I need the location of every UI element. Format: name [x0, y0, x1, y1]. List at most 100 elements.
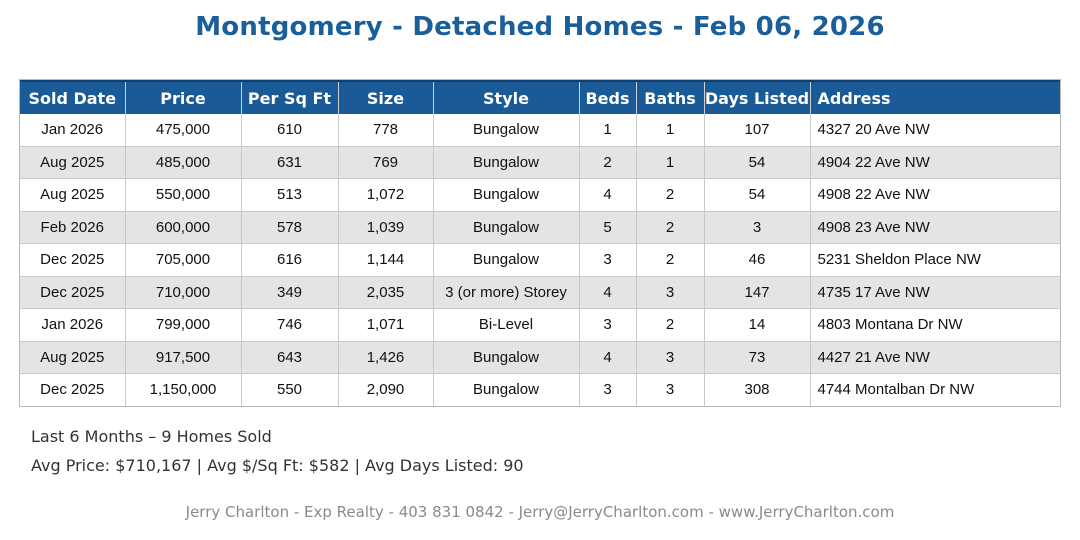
per-sq-ft-cell: 616 [241, 243, 339, 277]
size-cell: 1,426 [338, 341, 434, 374]
per-sq-ft-cell: 746 [241, 308, 339, 342]
address-cell: 4904 22 Ave NW [810, 146, 1060, 179]
sold-date-cell: Dec 2025 [20, 276, 126, 309]
size-cell: 2,090 [338, 373, 434, 406]
style-cell: 3 (or more) Storey [433, 276, 580, 309]
size-cell: 1,039 [338, 211, 434, 244]
address-cell: 4908 22 Ave NW [810, 178, 1060, 212]
baths-cell: 3 [636, 276, 705, 309]
style-cell: Bungalow [433, 243, 580, 277]
baths-cell: 1 [636, 114, 705, 147]
table-row: Dec 2025 710,000 349 2,035 3 (or more) Store… [20, 276, 1060, 309]
style-cell: Bungalow [433, 341, 580, 374]
address-cell: 4427 21 Ave NW [810, 341, 1060, 374]
address-cell: 4744 Montalban Dr NW [810, 373, 1060, 406]
column-header-per-sq-ft: Per Sq Ft [241, 80, 339, 114]
baths-cell: 3 [636, 341, 705, 374]
price-cell: 550,000 [125, 178, 242, 212]
size-cell: 778 [338, 114, 434, 147]
per-sq-ft-cell: 643 [241, 341, 339, 374]
table-row: Aug 2025 485,000 631 769 Bungalow 2 1 54 4904 22… [20, 146, 1060, 179]
size-cell: 769 [338, 146, 434, 179]
days-listed-cell: 308 [704, 373, 811, 406]
beds-cell: 2 [579, 146, 637, 179]
summary-homes-sold: Last 6 Months – 9 Homes Sold [31, 427, 272, 446]
price-cell: 710,000 [125, 276, 242, 309]
per-sq-ft-cell: 631 [241, 146, 339, 179]
price-cell: 1,150,000 [125, 373, 242, 406]
beds-cell: 4 [579, 341, 637, 374]
address-cell: 4735 17 Ave NW [810, 276, 1060, 309]
address-cell: 4803 Montana Dr NW [810, 308, 1060, 342]
sales-table-container: Sold Date Price Per Sq Ft Size Style Bed… [19, 79, 1061, 407]
table-body: Jan 2026 475,000 610 778 Bungalow 1 1 107 4327 2… [20, 114, 1060, 406]
sold-date-cell: Aug 2025 [20, 146, 126, 179]
contact-footer: Jerry Charlton - Exp Realty - 403 831 08… [185, 503, 895, 521]
per-sq-ft-cell: 349 [241, 276, 339, 309]
page-title: Montgomery - Detached Homes - Feb 06, 20… [195, 12, 885, 42]
style-cell: Bungalow [433, 211, 580, 244]
per-sq-ft-cell: 550 [241, 373, 339, 406]
size-cell: 2,035 [338, 276, 434, 309]
table-row: Aug 2025 550,000 513 1,072 Bungalow 4 2 54 4908 … [20, 178, 1060, 212]
style-cell: Bungalow [433, 373, 580, 406]
beds-cell: 3 [579, 243, 637, 277]
sold-date-cell: Jan 2026 [20, 114, 126, 147]
style-cell: Bungalow [433, 178, 580, 212]
table-row: Jan 2026 475,000 610 778 Bungalow 1 1 107 4327 2… [20, 114, 1060, 147]
sold-date-cell: Dec 2025 [20, 243, 126, 277]
beds-cell: 4 [579, 178, 637, 212]
days-listed-cell: 14 [704, 308, 811, 342]
sold-date-cell: Dec 2025 [20, 373, 126, 406]
per-sq-ft-cell: 513 [241, 178, 339, 212]
days-listed-cell: 107 [704, 114, 811, 147]
table-header-row: Sold Date Price Per Sq Ft Size Style Bed… [20, 80, 1060, 114]
days-listed-cell: 73 [704, 341, 811, 374]
days-listed-cell: 46 [704, 243, 811, 277]
price-cell: 705,000 [125, 243, 242, 277]
column-header-days-listed: Days Listed [704, 80, 811, 114]
column-header-price: Price [125, 80, 242, 114]
beds-cell: 3 [579, 373, 637, 406]
table-row: Dec 2025 1,150,000 550 2,090 Bungalow 3 3 308 47… [20, 373, 1060, 406]
table-row: Feb 2026 600,000 578 1,039 Bungalow 5 2 3 4908 2… [20, 211, 1060, 244]
style-cell: Bungalow [433, 146, 580, 179]
baths-cell: 2 [636, 308, 705, 342]
days-listed-cell: 3 [704, 211, 811, 244]
address-cell: 4327 20 Ave NW [810, 114, 1060, 147]
days-listed-cell: 54 [704, 178, 811, 212]
beds-cell: 1 [579, 114, 637, 147]
price-cell: 917,500 [125, 341, 242, 374]
days-listed-cell: 54 [704, 146, 811, 179]
beds-cell: 5 [579, 211, 637, 244]
price-cell: 485,000 [125, 146, 242, 179]
column-header-baths: Baths [636, 80, 705, 114]
per-sq-ft-cell: 578 [241, 211, 339, 244]
baths-cell: 3 [636, 373, 705, 406]
sold-date-cell: Aug 2025 [20, 341, 126, 374]
column-header-size: Size [338, 80, 434, 114]
column-header-beds: Beds [579, 80, 637, 114]
column-header-style: Style [433, 80, 580, 114]
baths-cell: 2 [636, 211, 705, 244]
table-row: Aug 2025 917,500 643 1,426 Bungalow 4 3 73 4427 … [20, 341, 1060, 374]
summary-averages: Avg Price: $710,167 | Avg $/Sq Ft: $582 … [31, 456, 524, 475]
beds-cell: 4 [579, 276, 637, 309]
days-listed-cell: 147 [704, 276, 811, 309]
table-row: Jan 2026 799,000 746 1,071 Bi-Level 3 2 14 4803 … [20, 308, 1060, 342]
sold-date-cell: Aug 2025 [20, 178, 126, 212]
baths-cell: 2 [636, 243, 705, 277]
baths-cell: 1 [636, 146, 705, 179]
baths-cell: 2 [636, 178, 705, 212]
size-cell: 1,144 [338, 243, 434, 277]
table-row: Dec 2025 705,000 616 1,144 Bungalow 3 2 46 5231 … [20, 243, 1060, 277]
price-cell: 799,000 [125, 308, 242, 342]
beds-cell: 3 [579, 308, 637, 342]
sold-date-cell: Feb 2026 [20, 211, 126, 244]
size-cell: 1,072 [338, 178, 434, 212]
size-cell: 1,071 [338, 308, 434, 342]
style-cell: Bi-Level [433, 308, 580, 342]
price-cell: 475,000 [125, 114, 242, 147]
style-cell: Bungalow [433, 114, 580, 147]
sold-date-cell: Jan 2026 [20, 308, 126, 342]
